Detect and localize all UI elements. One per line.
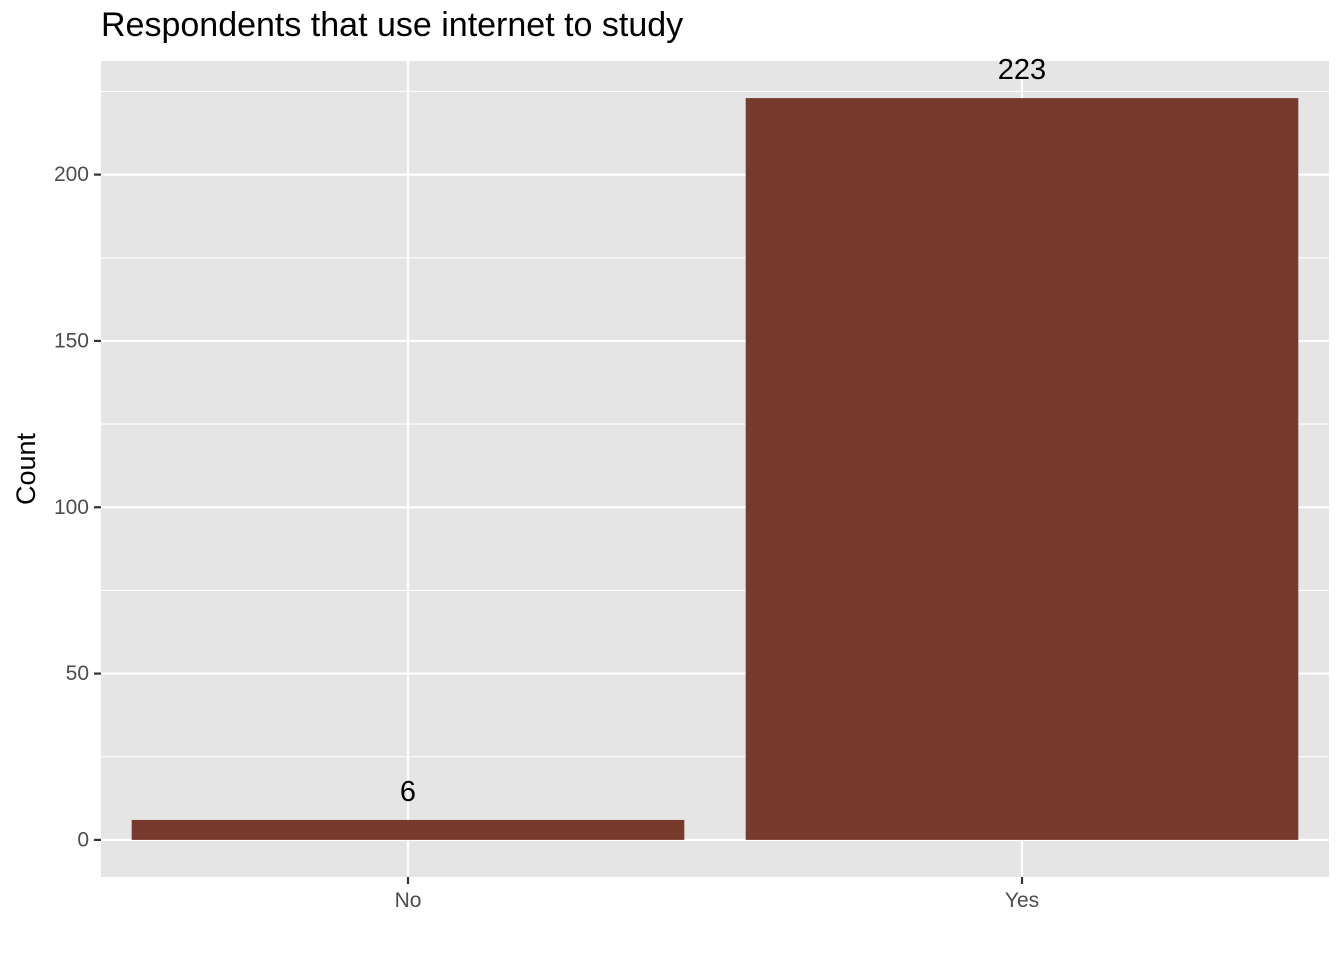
chart-title: Respondents that use internet to study: [101, 6, 684, 44]
bar-no: [131, 819, 685, 840]
y-axis-title: Count: [11, 432, 41, 505]
bar-yes: [745, 98, 1299, 840]
x-tick-label: No: [395, 889, 422, 912]
y-tick-label: 150: [54, 329, 89, 352]
y-axis: 0 50 100 150 200: [54, 163, 101, 851]
y-tick-label: 0: [77, 828, 89, 851]
y-tick-label: 200: [54, 163, 89, 186]
bars: [131, 98, 1299, 840]
data-label: 223: [998, 54, 1046, 86]
data-labels: 6 223: [400, 54, 1046, 808]
y-tick-label: 50: [66, 662, 89, 685]
x-axis: No Yes: [395, 877, 1039, 912]
x-tick-label: Yes: [1005, 889, 1039, 912]
y-tick-label: 100: [54, 496, 89, 519]
data-label: 6: [400, 776, 416, 808]
